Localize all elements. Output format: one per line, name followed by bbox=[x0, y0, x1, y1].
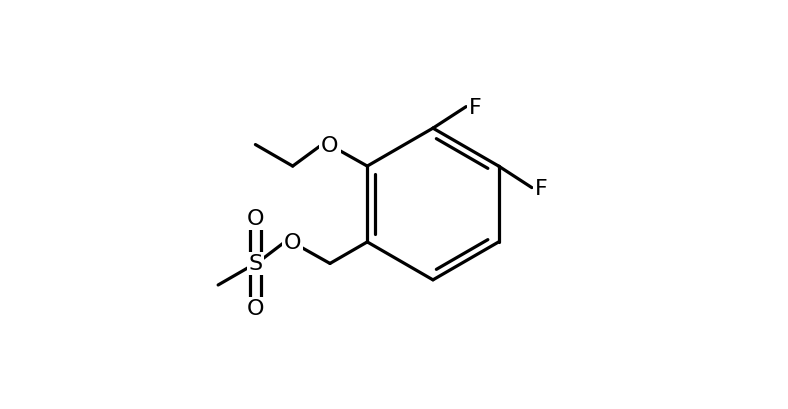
Text: O: O bbox=[247, 299, 264, 319]
Text: F: F bbox=[535, 178, 548, 198]
Text: O: O bbox=[284, 232, 302, 252]
Text: O: O bbox=[322, 135, 339, 155]
Text: O: O bbox=[247, 209, 264, 229]
Text: S: S bbox=[248, 254, 262, 274]
Text: F: F bbox=[469, 97, 482, 117]
